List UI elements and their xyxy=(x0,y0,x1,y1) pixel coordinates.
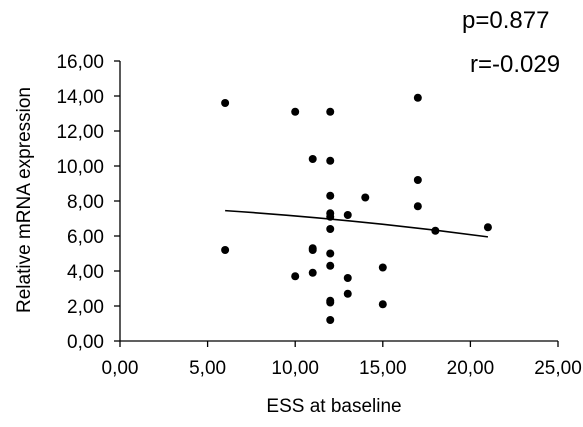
y-tick-label: 6,00 xyxy=(67,227,104,248)
y-tick-label: 8,00 xyxy=(67,192,104,213)
data-point xyxy=(378,300,387,309)
data-point xyxy=(326,316,335,324)
r-value-annotation: r=-0.029 xyxy=(470,51,560,78)
trendline-group xyxy=(225,209,489,238)
data-point xyxy=(413,176,422,184)
p-value-annotation: p=0.877 xyxy=(462,7,549,34)
data-points xyxy=(221,93,492,324)
data-point xyxy=(378,263,387,272)
x-tick-label: 20,00 xyxy=(447,358,495,379)
data-point xyxy=(221,99,230,107)
axes xyxy=(119,61,558,342)
data-point xyxy=(308,268,317,277)
x-tick-label: 0,00 xyxy=(102,358,139,379)
y-axis-ticks: 0,00 2,00 4,00 6,00 8,00 10,00 12,00 14,00 16,00 xyxy=(56,52,120,353)
y-tick-label: 4,00 xyxy=(67,262,104,283)
y-tick-label: 16,00 xyxy=(56,52,104,73)
y-tick-label: 2,00 xyxy=(67,297,104,318)
y-tick-label: 10,00 xyxy=(56,157,104,178)
y-tick-label: 0,00 xyxy=(67,332,104,353)
data-point xyxy=(326,225,335,233)
data-point xyxy=(221,246,230,254)
data-point xyxy=(326,107,335,116)
data-point xyxy=(483,223,492,232)
data-point xyxy=(413,93,422,102)
data-point xyxy=(326,261,335,270)
data-point xyxy=(343,274,352,282)
x-tick-label: 10,00 xyxy=(271,358,319,379)
x-tick-label: 5,00 xyxy=(189,358,226,379)
trendline xyxy=(225,209,489,238)
data-point xyxy=(291,107,300,116)
data-point xyxy=(326,156,335,165)
data-point xyxy=(343,289,352,298)
data-point xyxy=(291,272,300,281)
y-tick-label: 14,00 xyxy=(56,87,104,108)
x-axis-label: ESS at baseline xyxy=(266,396,401,417)
data-point xyxy=(326,249,335,258)
y-axis-label: Relative mRNA expression xyxy=(14,87,35,313)
y-tick-label: 12,00 xyxy=(56,122,104,143)
data-point xyxy=(308,246,317,254)
data-point xyxy=(326,191,335,200)
data-point xyxy=(308,155,317,163)
data-point xyxy=(343,211,352,219)
data-point xyxy=(326,298,335,307)
data-point xyxy=(413,202,422,211)
x-tick-label: 15,00 xyxy=(359,358,407,379)
x-tick-label: 25,00 xyxy=(534,358,582,379)
data-point xyxy=(361,193,370,202)
x-axis-ticks: 0,00 5,00 10,00 15,00 20,00 25,00 xyxy=(102,341,582,379)
